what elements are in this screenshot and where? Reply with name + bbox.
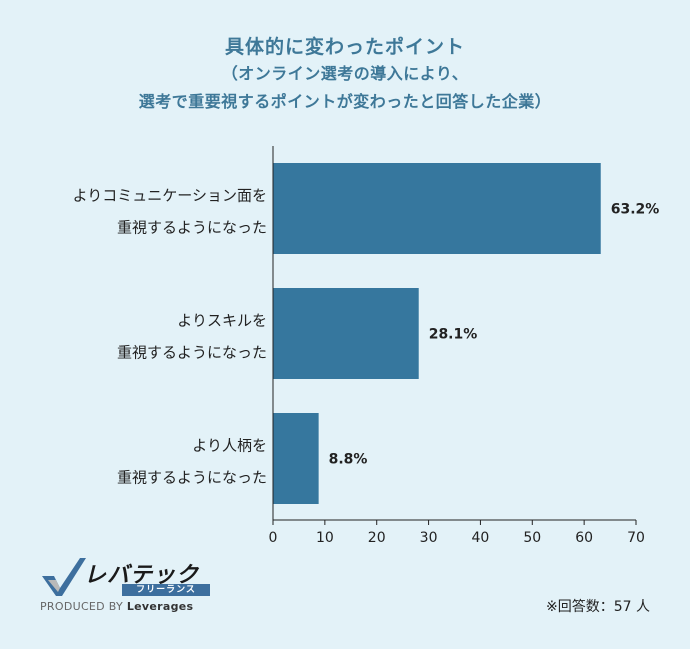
x-tick-label-1: 10 xyxy=(316,530,334,546)
bar-0 xyxy=(273,163,601,254)
logo-produced-by: PRODUCED BY Leverages xyxy=(40,600,193,613)
x-tick-label-4: 40 xyxy=(472,530,490,546)
bar-1 xyxy=(273,288,419,379)
category-label-1-line-0: よりスキルを xyxy=(177,312,267,330)
x-tick-label-0: 0 xyxy=(269,530,278,546)
bar-value-label-2: 8.8% xyxy=(329,452,368,468)
logo-produced-brand: Leverages xyxy=(126,600,194,613)
check-mark-logo-icon xyxy=(42,558,86,596)
chart-subtitle-line-1: （オンライン選考の導入により、 xyxy=(221,64,469,83)
x-tick-label-6: 60 xyxy=(575,530,593,546)
category-label-1-line-1: 重視するようになった xyxy=(117,344,267,362)
chart-title: 具体的に変わったポイント xyxy=(224,36,465,58)
category-label-2-line-0: より人柄を xyxy=(192,437,267,455)
chart-subtitle-line-2: 選考で重要視するポイントが変わったと回答した企業） xyxy=(138,92,552,111)
category-label-0-line-0: よりコミュニケーション面を xyxy=(73,187,267,205)
x-tick-label-2: 20 xyxy=(368,530,386,546)
logo-produced-prefix: PRODUCED BY xyxy=(40,600,124,613)
logo-wordmark: レバテック xyxy=(84,563,200,588)
logo-tagline: フリーランス xyxy=(122,584,210,596)
levtech-logo: レバテック フリーランス PRODUCED BY Leverages xyxy=(40,556,210,616)
category-label-0-line-1: 重視するようになった xyxy=(117,219,267,237)
bar-2 xyxy=(273,413,319,504)
chart-title-block: 具体的に変わったポイント （オンライン選考の導入により、 選考で重要視するポイン… xyxy=(0,34,690,116)
x-tick-label-7: 70 xyxy=(627,530,645,546)
bar-value-label-0: 63.2% xyxy=(611,202,660,218)
x-tick-label-5: 50 xyxy=(523,530,541,546)
category-label-2-line-1: 重視するようになった xyxy=(117,469,267,487)
bar-value-label-1: 28.1% xyxy=(429,327,478,343)
x-tick-label-3: 30 xyxy=(420,530,438,546)
response-count-note: ※回答数：57 人 xyxy=(546,599,650,615)
